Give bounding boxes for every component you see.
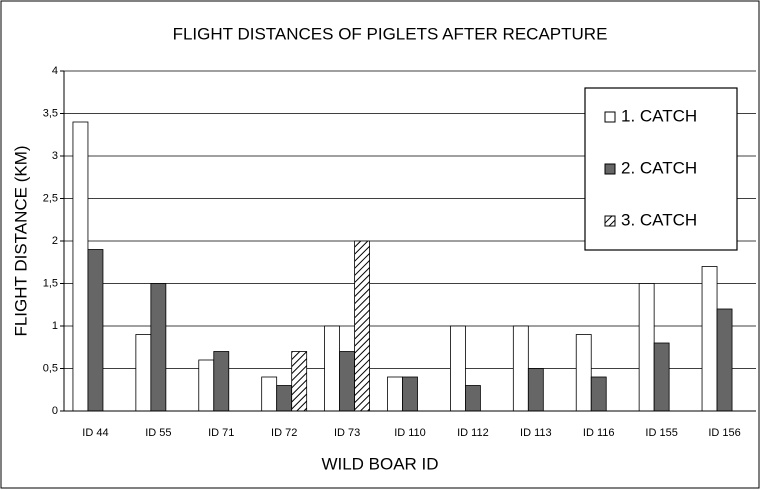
bar <box>575 334 592 412</box>
chart-title: FLIGHT DISTANCES OF PIGLETS AFTER RECAPT… <box>173 24 608 43</box>
bar <box>261 376 278 412</box>
legend-swatch <box>604 163 616 175</box>
bar <box>716 308 733 412</box>
x-tick-label: ID 73 <box>334 427 360 439</box>
y-axis-label: FLIGHT DISTANCE (KM) <box>11 145 30 336</box>
bar <box>276 385 293 412</box>
y-tick-label: 1,5 <box>43 277 58 289</box>
y-tick-label: 0 <box>52 405 58 417</box>
x-axis-label: WILD BOAR ID <box>321 454 438 473</box>
y-tick-label: 4 <box>52 65 58 77</box>
bar <box>150 283 167 412</box>
bar <box>701 266 718 412</box>
y-tick-label: 2,5 <box>43 192 58 204</box>
bar <box>590 376 607 412</box>
bar <box>135 334 152 412</box>
bar <box>387 376 403 412</box>
x-tick-label: ID 155 <box>645 427 677 439</box>
bar <box>324 325 340 412</box>
bar <box>213 351 230 412</box>
legend-swatch <box>604 215 616 227</box>
bar <box>87 249 104 412</box>
legend-label: 2. CATCH <box>621 158 697 177</box>
y-tick-label: 1 <box>52 320 58 332</box>
x-tick-label: ID 55 <box>145 427 171 439</box>
bar <box>339 351 355 412</box>
bar <box>638 283 655 412</box>
x-tick-label: ID 72 <box>271 427 297 439</box>
bar <box>465 385 481 412</box>
x-tick-label: ID 112 <box>457 427 489 439</box>
y-tick-label: 3 <box>52 150 58 162</box>
y-tick-label: 2 <box>52 235 58 247</box>
x-tick-label: ID 71 <box>208 427 234 439</box>
x-tick-label: ID 110 <box>394 427 426 439</box>
legend-swatch <box>604 111 616 123</box>
bar <box>450 325 466 412</box>
y-tick-label: 3,5 <box>43 107 58 119</box>
x-tick-label: ID 44 <box>82 427 108 439</box>
bar <box>527 368 544 412</box>
bar <box>291 351 308 412</box>
x-tick-label: ID 113 <box>520 427 552 439</box>
bar <box>354 240 370 412</box>
y-tick-label: 0,5 <box>43 362 58 374</box>
bar <box>512 325 529 412</box>
bar <box>72 121 89 412</box>
x-tick-label: ID 156 <box>708 427 740 439</box>
bar <box>653 342 670 412</box>
legend-label: 1. CATCH <box>621 106 697 125</box>
bar <box>198 359 215 412</box>
bar <box>402 376 418 412</box>
legend-label: 3. CATCH <box>621 210 697 229</box>
x-tick-label: ID 116 <box>583 427 615 439</box>
